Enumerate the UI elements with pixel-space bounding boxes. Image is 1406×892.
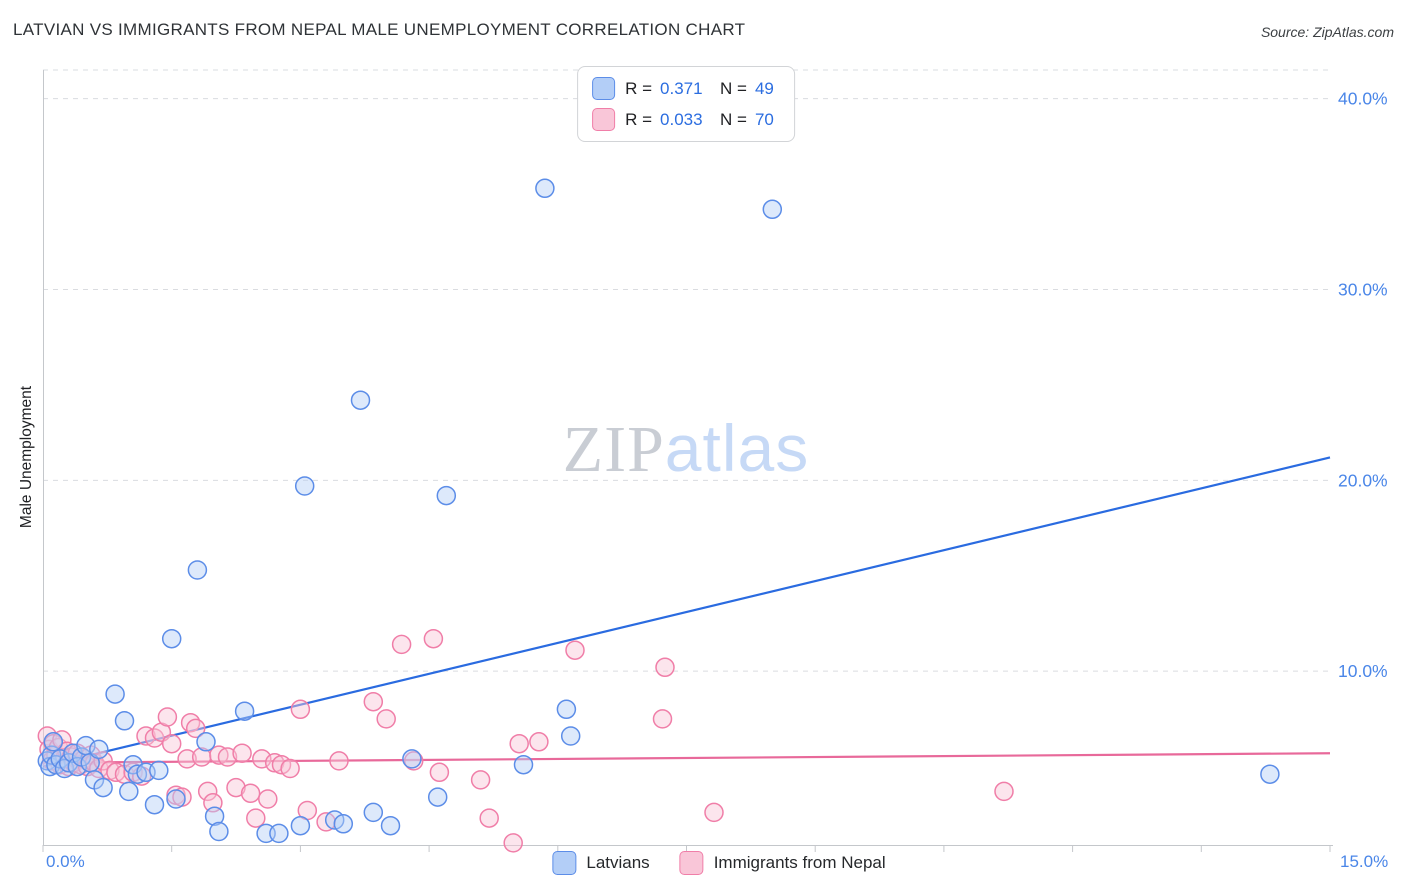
point-latvians[interactable] — [187, 560, 208, 580]
point-nepal[interactable] — [329, 751, 349, 771]
point-nepal[interactable] — [479, 808, 499, 828]
point-latvians[interactable] — [269, 823, 289, 844]
n-label: N = — [720, 78, 747, 98]
point-nepal[interactable] — [290, 699, 311, 720]
chart-title: LATVIAN VS IMMIGRANTS FROM NEPAL MALE UN… — [13, 20, 746, 39]
point-nepal[interactable] — [652, 709, 673, 729]
point-latvians[interactable] — [105, 684, 125, 704]
point-nepal[interactable] — [565, 640, 585, 660]
trend-line-latvians — [42, 456, 1331, 768]
point-latvians[interactable] — [149, 760, 169, 781]
y-tick-label: 10.0% — [1338, 661, 1388, 681]
point-latvians[interactable] — [166, 789, 186, 809]
point-nepal[interactable] — [280, 758, 300, 779]
point-latvians[interactable] — [535, 178, 555, 199]
point-nepal[interactable] — [391, 634, 412, 655]
latvians-legend-swatch — [552, 851, 577, 875]
series-legend: Latvians Immigrants from Nepal — [552, 851, 886, 875]
nepal-legend-label: Immigrants from Nepal — [713, 853, 886, 872]
point-latvians[interactable] — [204, 806, 225, 826]
nepal-legend-swatch — [679, 851, 704, 875]
watermark-zip: ZIP — [562, 413, 665, 486]
point-latvians[interactable] — [114, 711, 135, 731]
point-nepal[interactable] — [157, 707, 178, 727]
point-latvians[interactable] — [1260, 764, 1280, 784]
watermark: ZIPatlas — [563, 410, 809, 488]
latvians-legend-label: Latvians — [586, 853, 650, 872]
point-nepal[interactable] — [704, 802, 724, 823]
n-label: N = — [720, 109, 747, 129]
point-nepal[interactable] — [509, 733, 529, 754]
x-axis-min-label: 0.0% — [46, 852, 85, 871]
point-nepal[interactable] — [217, 747, 238, 767]
watermark-atlas: atlas — [664, 411, 810, 485]
n-value-nepal: 70 — [754, 109, 774, 129]
r-label: R = — [625, 78, 653, 98]
legend-row-nepal: R = 0.033 N = 70 — [592, 108, 774, 131]
point-latvians[interactable] — [196, 732, 216, 752]
point-latvians[interactable] — [43, 732, 64, 752]
point-latvians[interactable] — [234, 701, 255, 721]
point-nepal[interactable] — [197, 781, 218, 802]
point-latvians[interactable] — [350, 390, 371, 410]
r-value-nepal: 0.033 — [660, 109, 703, 129]
point-latvians[interactable] — [556, 699, 577, 720]
point-nepal[interactable] — [232, 743, 252, 763]
legend-row-latvians: R = 0.371 N = 49 — [592, 77, 774, 100]
x-axis-max-label: 15.0% — [1340, 852, 1389, 871]
r-label: R = — [625, 109, 653, 129]
point-latvians[interactable] — [144, 794, 165, 815]
point-nepal[interactable] — [529, 732, 549, 752]
point-nepal[interactable] — [240, 783, 261, 804]
point-nepal[interactable] — [994, 781, 1014, 802]
point-nepal[interactable] — [429, 762, 450, 783]
point-latvians[interactable] — [436, 485, 457, 506]
y-axis-title: Male Unemployment — [18, 385, 35, 529]
point-nepal[interactable] — [161, 733, 182, 754]
point-latvians[interactable] — [294, 476, 315, 496]
point-latvians[interactable] — [333, 814, 354, 834]
y-tick-label: 20.0% — [1338, 470, 1388, 490]
latvians-swatch — [592, 77, 616, 100]
correlation-legend: R = 0.371 N = 49 R = 0.033 N = 70 — [577, 66, 795, 142]
point-nepal[interactable] — [177, 749, 197, 769]
point-nepal[interactable] — [655, 657, 675, 678]
point-latvians[interactable] — [427, 787, 448, 807]
nepal-swatch — [592, 108, 616, 131]
point-latvians[interactable] — [762, 199, 783, 220]
point-latvians[interactable] — [560, 726, 581, 746]
point-nepal[interactable] — [246, 808, 266, 828]
point-nepal[interactable] — [226, 777, 246, 798]
point-latvians[interactable] — [513, 754, 534, 775]
point-nepal[interactable] — [423, 628, 444, 649]
point-latvians[interactable] — [119, 781, 139, 802]
legend-item-nepal: Immigrants from Nepal — [679, 851, 886, 875]
y-tick-label: 30.0% — [1338, 279, 1388, 299]
point-latvians[interactable] — [161, 628, 182, 649]
point-latvians[interactable] — [380, 815, 401, 836]
point-latvians[interactable] — [402, 749, 422, 769]
point-nepal[interactable] — [258, 789, 278, 809]
point-nepal[interactable] — [185, 718, 206, 739]
point-nepal[interactable] — [376, 709, 396, 729]
point-latvians[interactable] — [209, 821, 229, 842]
source-label: Source: ZipAtlas.com — [1260, 24, 1394, 40]
point-latvians[interactable] — [290, 815, 311, 836]
point-latvians[interactable] — [363, 802, 384, 823]
point-latvians[interactable] — [93, 777, 113, 798]
trend-line-nepal — [42, 752, 1331, 764]
y-tick-label: 40.0% — [1338, 89, 1388, 109]
legend-item-latvians: Latvians — [552, 851, 650, 875]
point-nepal[interactable] — [363, 691, 384, 712]
r-value-latvians: 0.371 — [660, 78, 703, 98]
n-value-latvians: 49 — [754, 78, 774, 98]
point-nepal[interactable] — [503, 833, 523, 853]
point-latvians[interactable] — [89, 739, 109, 760]
point-nepal[interactable] — [470, 770, 491, 790]
